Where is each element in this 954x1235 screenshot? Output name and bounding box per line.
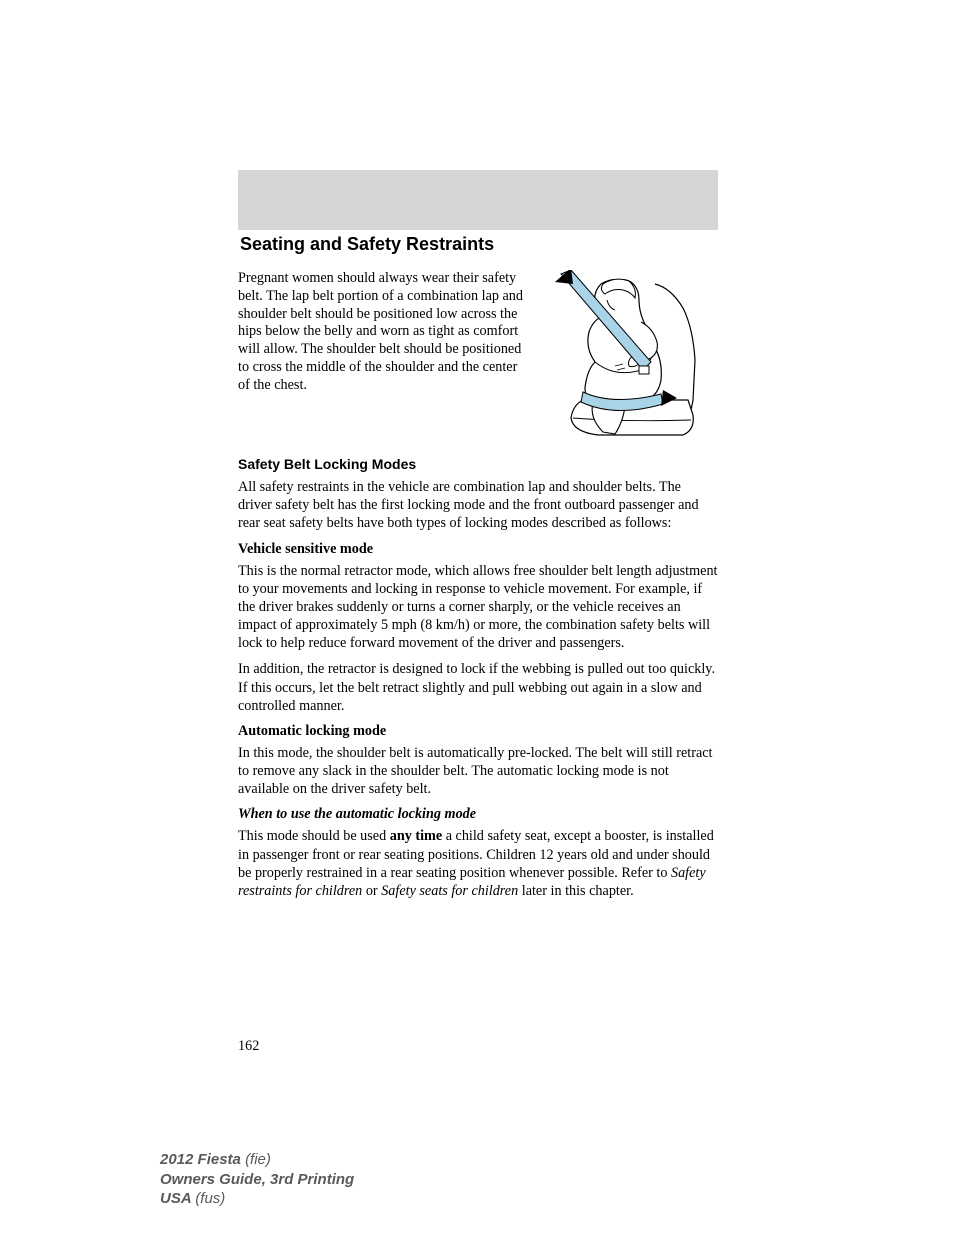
vehicle-sensitive-p1: This is the normal retractor mode, which… — [238, 562, 718, 653]
locking-modes-heading: Safety Belt Locking Modes — [238, 456, 718, 472]
footer-line-3: USA (fus) — [160, 1189, 354, 1209]
footer-region: USA — [160, 1190, 195, 1207]
footer-line-2: Owners Guide, 3rd Printing — [160, 1170, 354, 1190]
when-p1-bold: any time — [390, 828, 442, 844]
footer-line-1: 2012 Fiesta (fie) — [160, 1150, 354, 1170]
footer-code1: (fie) — [245, 1151, 271, 1168]
footer-code2: (fus) — [195, 1190, 225, 1207]
vehicle-sensitive-p2: In addition, the retractor is designed t… — [238, 660, 718, 715]
footer-model: 2012 Fiesta — [160, 1151, 245, 1168]
seatbelt-illustration — [543, 270, 718, 440]
vehicle-sensitive-heading: Vehicle sensitive mode — [238, 541, 718, 558]
when-p1-i2: Safety seats for children — [381, 883, 518, 899]
when-p1-d: later in this chapter. — [518, 883, 633, 899]
when-heading: When to use the automatic locking mode — [238, 806, 718, 823]
page-title: Seating and Safety Restraints — [240, 234, 494, 255]
footer: 2012 Fiesta (fie) Owners Guide, 3rd Prin… — [160, 1150, 354, 1209]
intro-paragraph: Pregnant women should always wear their … — [238, 270, 531, 440]
locking-modes-intro: All safety restraints in the vehicle are… — [238, 478, 718, 533]
content-area: Pregnant women should always wear their … — [238, 270, 718, 908]
page-number: 162 — [238, 1038, 259, 1055]
when-p1-a: This mode should be used — [238, 828, 390, 844]
automatic-p1: In this mode, the shoulder belt is autom… — [238, 744, 718, 799]
when-p1: This mode should be used any time a chil… — [238, 827, 718, 900]
intro-block: Pregnant women should always wear their … — [238, 270, 718, 440]
automatic-heading: Automatic locking mode — [238, 723, 718, 740]
when-p1-c: or — [362, 883, 381, 899]
header-gray-bar — [238, 170, 718, 230]
